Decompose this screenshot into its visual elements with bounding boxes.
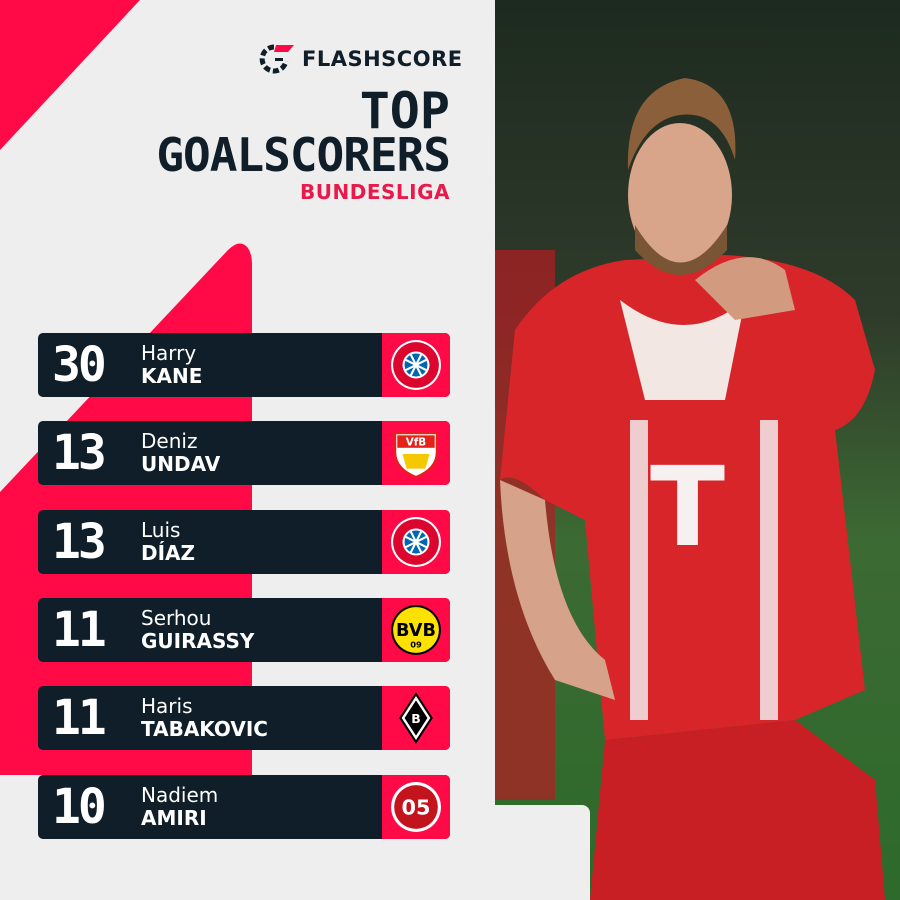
svg-text:B: B <box>411 711 421 726</box>
goal-count: 13 <box>52 425 107 482</box>
title-line-2: GOALSCORERS <box>156 128 451 182</box>
player-first-name: Haris <box>141 694 193 719</box>
scorer-row: 30 Harry KANE <box>38 333 450 397</box>
svg-text:T: T <box>650 443 725 571</box>
player-first-name: Luis <box>141 517 181 542</box>
club-badge: VfB <box>382 421 450 486</box>
background-notch <box>495 805 590 900</box>
svg-text:VfB: VfB <box>406 437 427 449</box>
player-last-name: KANE <box>141 364 203 388</box>
player-last-name: AMIRI <box>141 805 207 830</box>
player-photo: T <box>495 0 900 900</box>
goal-count: 11 <box>52 601 107 658</box>
goal-count: 13 <box>52 513 107 570</box>
mainz-05-crest-icon: 05 <box>391 781 441 832</box>
club-badge: 05 <box>382 774 450 839</box>
svg-text:05: 05 <box>402 795 431 819</box>
vfb-stuttgart-crest-icon: VfB <box>394 432 438 479</box>
scorer-row: 13 Luis DÍAZ <box>38 509 450 574</box>
club-badge: B <box>382 686 450 751</box>
scorer-row: 13 Deniz UNDAV VfB <box>38 421 450 486</box>
player-first-name: Serhou <box>141 605 212 630</box>
goal-count: 11 <box>52 690 107 747</box>
bayern-munich-crest-icon <box>391 516 441 567</box>
flashscore-logo: FLASHSCORE <box>258 42 463 76</box>
club-badge <box>382 333 450 397</box>
scorer-row: 11 Haris TABAKOVIC B <box>38 686 450 751</box>
goal-count: 30 <box>52 337 107 393</box>
flashscore-logo-icon <box>259 44 294 74</box>
league-subtitle: BUNDESLIGA <box>300 180 450 204</box>
scorer-row: 10 Nadiem AMIRI 05 <box>38 774 450 839</box>
scorer-row: 11 Serhou GUIRASSY BVB 09 <box>38 597 450 662</box>
bayern-munich-crest-icon <box>391 340 441 390</box>
title-line-1: TOP <box>359 82 450 140</box>
goal-count: 10 <box>52 778 107 835</box>
club-badge: BVB 09 <box>382 597 450 662</box>
player-first-name: Deniz <box>141 429 198 454</box>
svg-text:BVB: BVB <box>396 621 436 641</box>
club-badge <box>382 509 450 574</box>
player-last-name: GUIRASSY <box>141 628 255 653</box>
brand-name: FLASHSCORE <box>302 47 463 71</box>
player-first-name: Nadiem <box>141 782 219 807</box>
player-last-name: DÍAZ <box>141 540 196 565</box>
borussia-monchengladbach-crest-icon: B <box>399 692 433 745</box>
svg-text:09: 09 <box>410 640 422 650</box>
player-last-name: TABAKOVIC <box>141 717 268 742</box>
player-last-name: UNDAV <box>141 452 221 477</box>
player-first-name: Harry <box>141 341 197 365</box>
